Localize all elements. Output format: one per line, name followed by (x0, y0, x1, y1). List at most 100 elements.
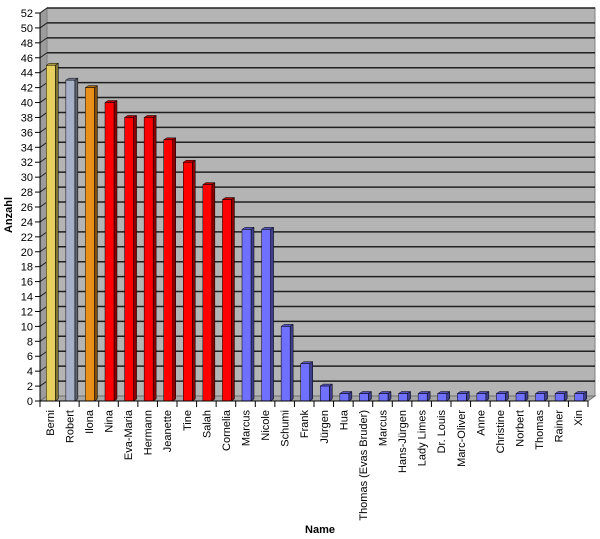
bar (299, 361, 314, 402)
y-tick-label: 48 (21, 38, 33, 50)
bars (45, 62, 588, 402)
y-tick-label: 34 (21, 142, 33, 154)
bar (104, 100, 118, 402)
x-tick-label: Frank (299, 410, 311, 439)
bar (573, 391, 588, 402)
x-tick-label: Rainer (554, 410, 566, 443)
bar (436, 391, 451, 402)
x-tick-label: Nina (104, 409, 116, 433)
gridline-side (39, 320, 48, 327)
gridline-side (39, 306, 48, 312)
bar (65, 77, 79, 402)
bar (182, 159, 197, 402)
bar (123, 114, 138, 402)
gridline-side (39, 201, 48, 208)
x-tick-label: Anne (475, 410, 487, 436)
bar (260, 226, 275, 402)
x-tick-label: Eva-Maria (123, 409, 135, 460)
plot-area (38, 7, 597, 402)
y-tick-label: 50 (21, 23, 33, 35)
bar (397, 391, 412, 402)
y-tick-label: 16 (21, 277, 33, 289)
y-tick-label: 52 (21, 8, 33, 20)
gridline-side (39, 37, 48, 44)
gridline-side (39, 186, 48, 193)
x-tick-label: Nicole (260, 410, 272, 441)
gridline-side (39, 7, 48, 14)
y-tick-label: 28 (21, 187, 33, 199)
gridline-side (39, 335, 48, 342)
gridline-side (39, 141, 48, 148)
bar (358, 391, 373, 402)
x-tick-label: Schumi (280, 410, 292, 447)
bar (339, 391, 353, 402)
bar (417, 391, 431, 402)
x-tick-label: Salah (201, 410, 213, 438)
gridline-side (39, 246, 48, 253)
bar (143, 114, 157, 402)
bar (378, 391, 392, 402)
x-tick-label: Hermann (143, 410, 155, 455)
x-tick-label: Hua (338, 409, 350, 430)
x-tick-label: Thomas (534, 410, 546, 450)
y-tick-label: 44 (21, 68, 33, 80)
y-tick-label: 40 (21, 98, 33, 110)
x-tick-label: Ilona (84, 409, 96, 434)
bar (495, 391, 510, 402)
x-tick-label: Berni (45, 410, 57, 436)
x-tick-label: Robert (64, 410, 76, 443)
gridline-side (39, 97, 48, 103)
bar (84, 85, 99, 402)
gridline-side (39, 380, 48, 387)
bar (241, 226, 255, 402)
y-tick-label: 6 (27, 351, 33, 363)
y-tick-label: 20 (21, 247, 33, 259)
y-tick-label: 18 (21, 262, 33, 274)
x-tick-label: Lady Limes (417, 410, 429, 467)
x-tick-label: Dr. Louis (436, 410, 448, 454)
bar (476, 391, 490, 402)
bar (162, 137, 177, 402)
x-tick-label: Marc-Oliver (456, 410, 468, 467)
gridline-side (39, 112, 48, 118)
gridline-side (39, 276, 48, 283)
gridline-side (39, 350, 48, 357)
x-tick-label: Marcus (241, 410, 253, 447)
gridline-side (39, 261, 48, 268)
gridline-side (39, 365, 48, 372)
y-tick-label: 26 (21, 202, 33, 214)
gridline-side (39, 156, 48, 163)
y-tick-label: 32 (21, 157, 33, 169)
gridline-side (39, 291, 48, 297)
x-axis: Berni Robert Ilona Nina Eva-Maria Hermann Jean… (39, 400, 589, 521)
bar (534, 391, 549, 402)
x-tick-label: Christine (495, 410, 507, 453)
bar (45, 62, 60, 402)
y-tick-label: 0 (27, 396, 33, 408)
x-tick-label: Jürgen (319, 410, 331, 444)
y-tick-label: 42 (21, 83, 33, 95)
x-tick-label: Marcus (378, 410, 390, 447)
y-tick-label: 24 (21, 217, 33, 229)
x-tick-label: Hans-Jürgen (397, 410, 409, 473)
x-tick-label: Xin (573, 410, 585, 426)
y-tick-label: 4 (27, 366, 33, 378)
y-axis: 0246810121416182022242628303234363840424… (21, 8, 41, 408)
gridline-side (39, 171, 48, 178)
gridline-side (39, 216, 48, 223)
x-tick-label: Thomas (Evas Bruder) (358, 410, 370, 521)
y-tick-label: 14 (21, 292, 33, 304)
gridline-side (39, 52, 48, 59)
bar (456, 391, 471, 402)
x-tick-label: Tine (182, 410, 194, 431)
gridline-side (39, 67, 48, 74)
y-tick-label: 12 (21, 306, 33, 318)
bar (554, 391, 568, 402)
bar (221, 197, 236, 402)
gridline-side (39, 82, 48, 89)
bar (280, 323, 294, 402)
y-tick-label: 8 (27, 336, 33, 348)
floor (38, 395, 597, 402)
gridline-side (39, 22, 48, 29)
